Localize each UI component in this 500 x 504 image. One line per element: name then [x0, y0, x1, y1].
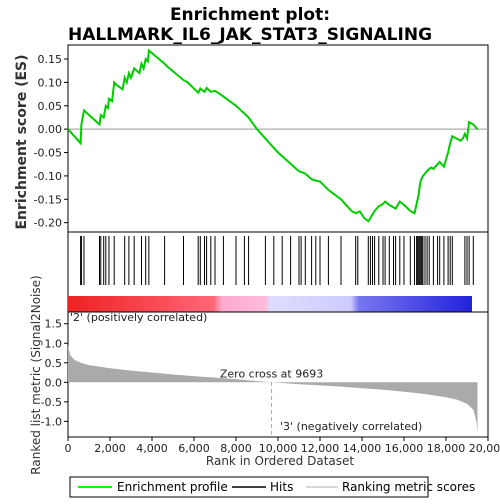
x-tick-label: 16,000	[385, 442, 424, 455]
chart-title-line2: HALLMARK_IL6_JAK_STAT3_SIGNALING	[68, 25, 432, 45]
es-panel: -0.20 -0.15 -0.10 -0.05 0.00 0.05 0.10 0.15 Enr…	[14, 45, 488, 232]
es-ytick-label: -0.05	[34, 147, 62, 160]
es-ytick-label: 0.00	[38, 123, 63, 136]
ranking-ylabel: Ranked list metric (Signal2Noise)	[29, 275, 43, 474]
legend-entry-hits: Hits	[270, 480, 293, 494]
legend-entry-ranking-metric: Ranking metric scores	[342, 480, 475, 494]
es-ylabel: Enrichment score (ES)	[14, 54, 30, 229]
rank-ytick-label: 0.5	[45, 357, 63, 370]
rank-ytick-label: 1.5	[45, 318, 63, 331]
rank-ytick-label: -1.0	[41, 415, 62, 428]
es-ytick-label: 0.05	[38, 100, 63, 113]
negative-correlation-label: '3' (negatively correlated)	[280, 420, 422, 433]
zero-cross-label: Zero cross at 9693	[220, 367, 323, 380]
es-ytick-label: 0.15	[38, 53, 63, 66]
positive-correlation-label: '2' (positively correlated)	[70, 311, 207, 324]
hits-panel	[68, 232, 488, 312]
es-panel-frame	[68, 45, 488, 232]
chart-title-line1: Enrichment plot:	[170, 5, 330, 25]
rank-color-bar	[68, 296, 472, 312]
x-tick-label: 18,000	[427, 442, 466, 455]
es-ytick-label: 0.10	[38, 76, 63, 89]
es-ytick-label: -0.10	[34, 170, 62, 183]
x-tick-label: 4,000	[136, 442, 168, 455]
es-ytick-label: -0.15	[34, 193, 62, 206]
legend: Enrichment profile Hits Ranking metric s…	[70, 477, 475, 497]
x-tick-label: 20,000	[469, 442, 500, 455]
es-ytick-label: -0.20	[34, 217, 62, 230]
x-axis-label: Rank in Ordered Dataset	[206, 454, 354, 468]
rank-ytick-label: 1.0	[45, 337, 63, 350]
legend-entry-enrichment-profile: Enrichment profile	[117, 480, 228, 494]
x-tick-label: 2,000	[94, 442, 126, 455]
x-tick-label: 0	[65, 442, 72, 455]
rank-ytick-label: 0.0	[45, 376, 63, 389]
rank-ytick-label: -0.5	[41, 396, 62, 409]
